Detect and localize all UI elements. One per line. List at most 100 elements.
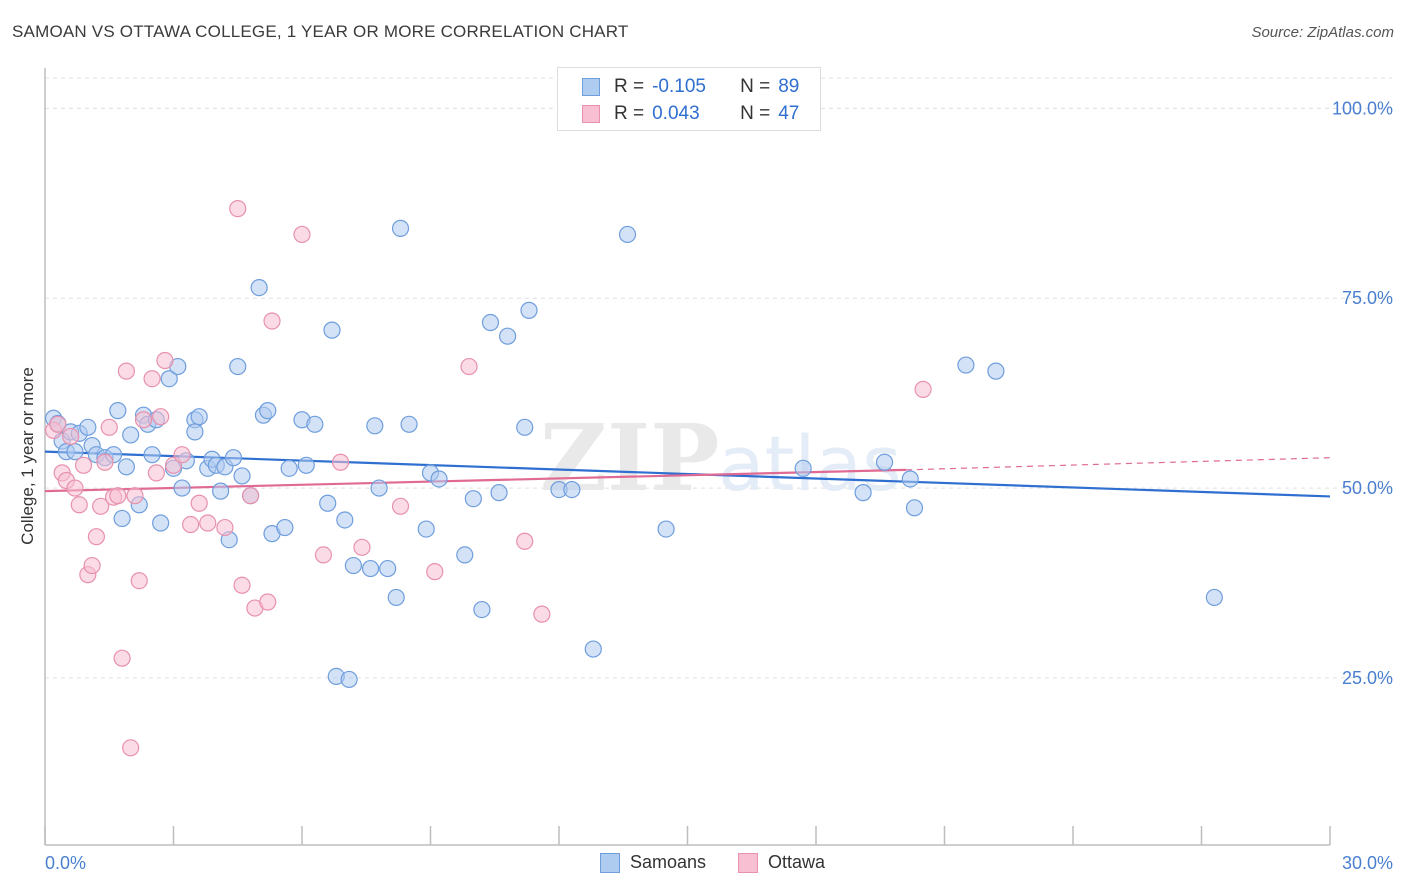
watermark: ZIP atlas [540, 404, 902, 512]
y-tick-label: 50.0% [1342, 478, 1393, 498]
ottawa-point [109, 487, 127, 505]
ottawa-point [426, 563, 444, 581]
ottawa-point [293, 225, 311, 244]
data-points [44, 200, 1223, 757]
samoans-point [584, 640, 602, 658]
x-tick-label: 0.0% [45, 853, 86, 873]
legend-r-label: R = [614, 103, 645, 124]
bottom-legend-swatch-ottawa [738, 852, 759, 873]
samoans-point [280, 459, 298, 477]
source-credit: Source: ZipAtlas.com [1251, 24, 1394, 41]
samoans-point [186, 423, 204, 441]
samoans-point [250, 278, 268, 297]
samoans-point [113, 509, 131, 528]
ottawa-point [259, 593, 277, 611]
samoans-point [173, 479, 191, 497]
samoans-point [490, 484, 508, 502]
ottawa-point [83, 556, 101, 575]
chart-title: SAMOAN VS OTTAWA COLLEGE, 1 YEAR OR MORE… [12, 22, 629, 41]
ottawa-point [533, 605, 551, 623]
samoans-point [297, 456, 315, 474]
bottom-legend-samoans: Samoans [600, 852, 706, 873]
ottawa-point [173, 446, 191, 464]
samoans-point [370, 479, 388, 497]
samoans-point [794, 459, 812, 477]
ottawa-point [182, 515, 200, 534]
samoans-point [499, 327, 517, 345]
legend-r-label: R = [614, 76, 645, 97]
samoans-point [306, 415, 324, 433]
bottom-legend: Samoans Ottawa [600, 852, 857, 873]
samoans-point [875, 453, 894, 471]
legend-row-ottawa: R = 0.043 N = 47 [582, 103, 799, 125]
samoans-point [957, 356, 975, 374]
legend-n-label: N = [740, 103, 771, 124]
y-tick-label: 25.0% [1342, 668, 1393, 688]
samoans-point [117, 458, 135, 476]
ottawa-point [126, 487, 144, 505]
legend-n-label: N = [740, 76, 771, 97]
bottom-legend-label: Samoans [630, 852, 707, 872]
ottawa-point [516, 532, 534, 550]
samoans-point [109, 402, 127, 420]
samoans-point [1205, 588, 1223, 607]
samoans-point [905, 499, 924, 517]
ottawa-point [113, 649, 131, 667]
samoans-point [400, 415, 418, 433]
samoans-point [481, 313, 500, 332]
ottawa-point [460, 357, 478, 376]
legend: R = -0.105 N = 89 R = 0.043 N = 47 [557, 67, 821, 131]
samoans-point [259, 402, 277, 420]
ottawa-point [117, 362, 135, 380]
samoans-point [473, 600, 491, 619]
samoans-point [319, 494, 337, 512]
ottawa-point [353, 538, 371, 556]
legend-r-value: 0.043 [652, 103, 700, 124]
samoans-point [336, 511, 354, 529]
samoans-point [190, 408, 208, 426]
ottawa-point [130, 572, 148, 590]
ottawa-point [62, 427, 80, 446]
ottawa-point [229, 200, 247, 218]
ottawa-point [199, 514, 217, 532]
samoans-point [276, 518, 294, 537]
ottawa-point [49, 415, 67, 433]
ottawa-point [134, 411, 153, 429]
ottawa-point [66, 479, 84, 497]
samoans-point [323, 321, 341, 339]
ottawa-point [147, 464, 165, 482]
legend-row-samoans: R = -0.105 N = 89 [582, 76, 799, 98]
ottawa-point [190, 494, 208, 512]
samoans-point [160, 370, 178, 388]
ottawa-point [143, 370, 161, 388]
samoans-point [229, 357, 247, 376]
bottom-legend-label: Ottawa [768, 852, 826, 872]
samoans-point [366, 417, 384, 435]
samoans-point [417, 520, 435, 538]
ottawa-point [152, 408, 170, 426]
y-tick-label: 75.0% [1342, 288, 1393, 308]
ottawa-point [314, 546, 333, 564]
samoans-point [516, 418, 534, 436]
samoans-point [212, 482, 230, 500]
legend-r-value: -0.105 [652, 76, 706, 97]
ottawa-point [914, 380, 932, 398]
ottawa-trend-extension [905, 457, 1331, 471]
ottawa-point [96, 453, 114, 471]
legend-swatch-ottawa [582, 105, 600, 123]
x-tick-label: 30.0% [1342, 853, 1393, 873]
samoans-point [901, 470, 919, 488]
bottom-legend-ottawa: Ottawa [738, 852, 825, 873]
samoans-point [391, 219, 410, 237]
ottawa-point [263, 312, 281, 330]
samoans-point [520, 301, 538, 319]
samoans-point [143, 446, 161, 464]
samoans-point [456, 546, 474, 564]
samoans-point [563, 480, 581, 499]
tick-labels: 25.0% 50.0% 75.0% 100.0% 0.0% 30.0% [45, 98, 1393, 873]
samoans-point [344, 556, 362, 575]
samoans-point [987, 362, 1005, 380]
samoans-point [122, 426, 140, 444]
legend-n-value: 89 [778, 76, 800, 97]
